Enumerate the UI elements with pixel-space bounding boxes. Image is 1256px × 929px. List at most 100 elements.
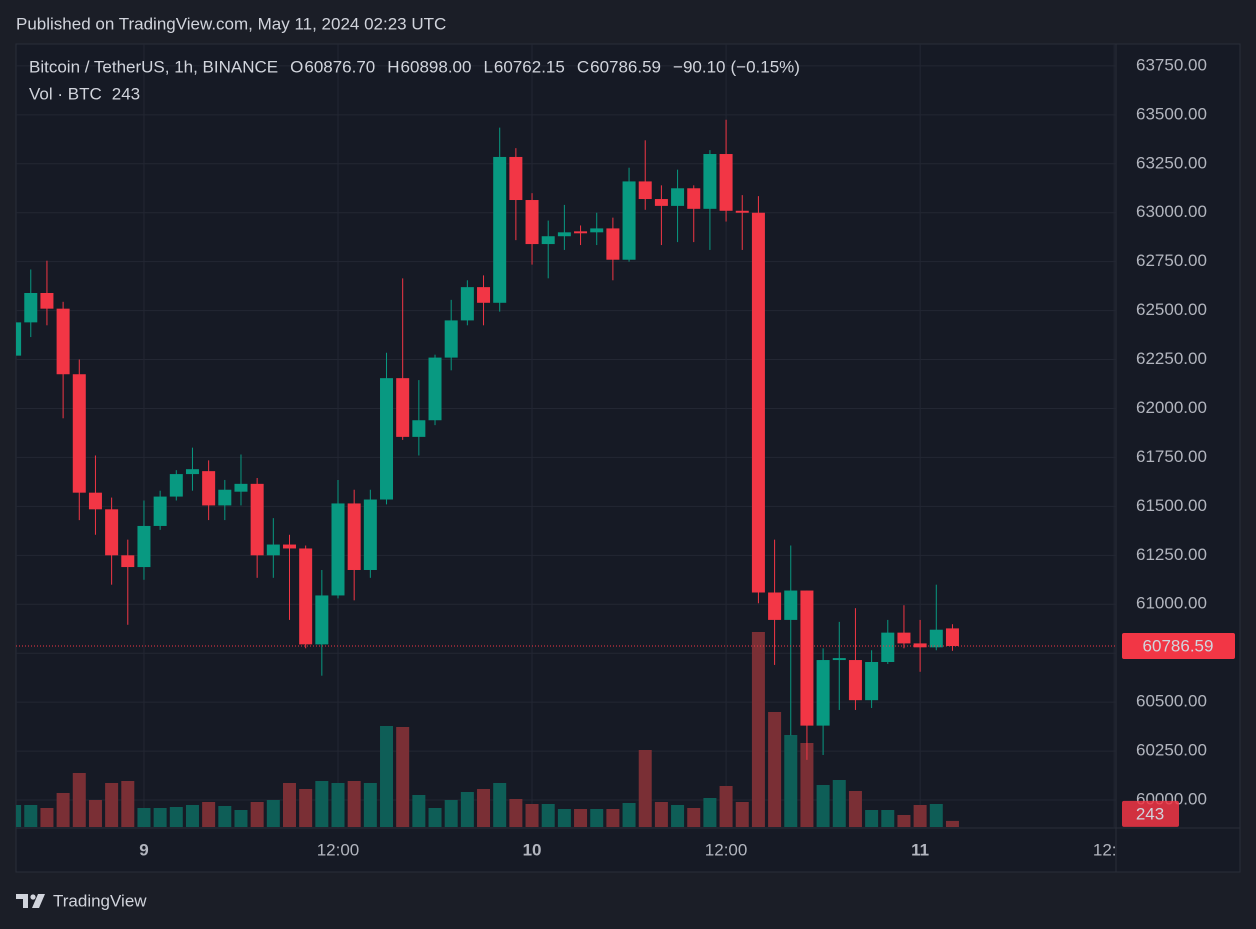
candle-body — [185, 469, 199, 475]
volume-bar — [202, 802, 216, 827]
candle-body — [460, 287, 474, 321]
last-volume-label: 243 — [1136, 804, 1164, 823]
volume-bar — [590, 809, 604, 827]
y-tick-label: 62750.00 — [1136, 251, 1207, 270]
x-tick-label: 9 — [139, 840, 148, 859]
volume-bar — [137, 808, 151, 827]
candles — [16, 119, 1116, 760]
y-tick-label: 61500.00 — [1136, 496, 1207, 515]
candle-body — [202, 471, 216, 506]
y-tick-label: 61250.00 — [1136, 545, 1207, 564]
volume-bar — [169, 807, 183, 827]
volume-bar — [848, 791, 862, 827]
x-tick-label: 12:00 — [705, 840, 748, 859]
last-volume-badge — [1122, 800, 1179, 827]
y-tick-label: 62000.00 — [1136, 398, 1207, 417]
volume-bar — [24, 805, 38, 827]
candle-body — [881, 632, 895, 662]
volume-bar — [56, 793, 70, 827]
volume-bar — [768, 712, 782, 827]
candle-body — [396, 378, 410, 437]
volume-bar — [816, 785, 830, 827]
candle-body — [557, 232, 571, 237]
candle-body — [315, 595, 329, 645]
volume-bar — [250, 802, 264, 827]
candle-body — [331, 503, 345, 596]
volume-bar — [315, 781, 329, 827]
candle-body — [428, 357, 442, 421]
volume-bars — [16, 632, 959, 827]
y-tick-label: 63000.00 — [1136, 202, 1207, 221]
candle-body — [137, 525, 151, 568]
volume-bar — [16, 805, 22, 827]
volume-bar — [638, 750, 652, 827]
candle-body — [477, 287, 491, 303]
volume-bar — [185, 805, 199, 827]
volume-bar — [477, 789, 491, 827]
candle-body — [412, 420, 426, 437]
candle-body — [574, 231, 588, 234]
volume-bar — [897, 815, 911, 827]
legend-volume-title: Vol · BTC — [29, 84, 102, 103]
candle-body — [703, 154, 717, 209]
y-tick-label: 63750.00 — [1136, 55, 1207, 74]
candle-body — [56, 308, 70, 375]
candle-body — [784, 590, 798, 620]
volume-bar — [654, 802, 668, 827]
candle-body — [16, 322, 22, 356]
volume-bar — [945, 820, 959, 827]
legend-symbol: Bitcoin / TetherUS, 1h, BINANCE — [29, 57, 278, 76]
legend-key: L — [483, 57, 492, 76]
candle-body — [606, 228, 620, 260]
volume-bar — [460, 792, 474, 827]
x-tick-label: 12:00 — [317, 840, 360, 859]
legend-key: H — [387, 57, 399, 76]
volume-bar — [412, 795, 426, 827]
candle-body — [105, 509, 119, 556]
volume-bar — [88, 800, 102, 827]
volume-bar — [865, 810, 879, 827]
candle-body — [671, 188, 685, 206]
volume-bar — [557, 809, 571, 827]
candle-body — [266, 544, 280, 556]
candle-body — [816, 660, 830, 726]
volume-bar — [751, 632, 765, 827]
volume-bar — [574, 809, 588, 827]
volume-bar — [347, 781, 361, 827]
candle-body — [493, 156, 507, 303]
published-header: Published on TradingView.com, May 11, 20… — [16, 14, 446, 33]
footer-brand: TradingView — [53, 891, 147, 910]
legend-value: 60762.15 — [494, 57, 565, 76]
candle-body — [719, 154, 733, 211]
volume-bar — [800, 743, 814, 827]
volume-bar — [72, 773, 86, 827]
candle-body — [735, 210, 749, 213]
volume-bar — [396, 727, 410, 827]
legend-change-percent: (−0.15%) — [731, 57, 800, 76]
tradingview-logo: TradingView — [16, 891, 147, 910]
volume-bar — [541, 804, 555, 827]
candle-body — [929, 629, 943, 648]
volume-bar — [687, 808, 701, 827]
legend-change: −90.10 — [673, 57, 725, 76]
volume-bar — [121, 781, 135, 827]
volume-bar — [719, 786, 733, 827]
chart-frame — [15, 43, 1241, 873]
candle-body — [525, 200, 539, 245]
legend-value: 60898.00 — [401, 57, 472, 76]
volume-bar — [234, 810, 248, 827]
volume-bar — [493, 783, 507, 827]
candle-body — [541, 236, 555, 245]
candle-body — [848, 660, 862, 701]
candle-body — [218, 489, 232, 506]
volume-bar — [153, 808, 167, 827]
volume-bar — [444, 800, 458, 827]
candle-body — [865, 661, 879, 701]
y-tick-label: 61750.00 — [1136, 447, 1207, 466]
candle-body — [169, 474, 183, 497]
candle-body — [380, 378, 394, 500]
volume-bar — [363, 783, 377, 827]
candle-body — [751, 212, 765, 593]
candle-body — [72, 374, 86, 493]
